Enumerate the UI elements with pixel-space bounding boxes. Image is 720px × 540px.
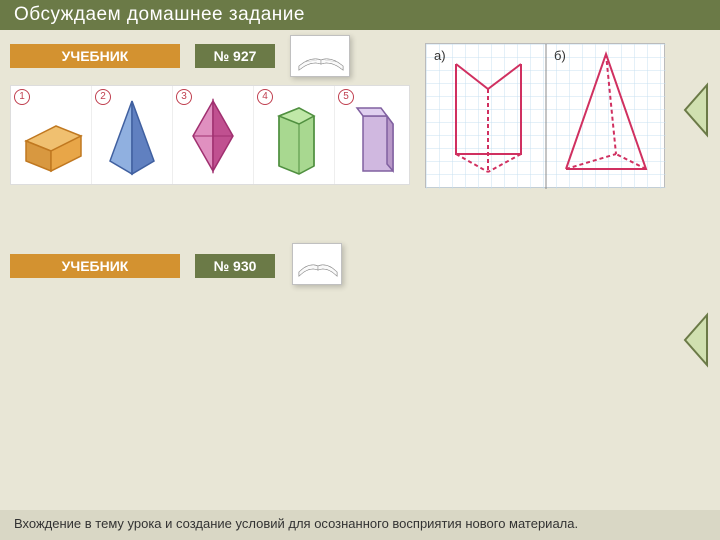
textbook-tag-2: УЧЕБНИК bbox=[10, 254, 180, 278]
grid-label-b: б) bbox=[554, 48, 566, 63]
grid-panel: а) б) bbox=[425, 43, 665, 188]
shape-cell-1: 1 bbox=[11, 86, 92, 184]
number-tag-1: № 927 bbox=[195, 44, 275, 68]
nav-arrow-1[interactable] bbox=[677, 80, 712, 145]
slide-footer: Вхождение в тему урока и создание услови… bbox=[0, 510, 720, 540]
slide-header: Обсуждаем домашнее задание bbox=[0, 0, 720, 30]
book-icon-2 bbox=[292, 243, 342, 285]
header-title: Обсуждаем домашнее задание bbox=[14, 4, 305, 25]
shape-cell-3: 3 bbox=[173, 86, 254, 184]
nav-arrow-2[interactable] bbox=[677, 310, 712, 375]
number-tag-2: № 930 bbox=[195, 254, 275, 278]
shape-cell-2: 2 bbox=[92, 86, 173, 184]
shape-cell-5: 5 bbox=[335, 86, 415, 184]
slide-content: УЧЕБНИК № 927 1 2 bbox=[0, 30, 720, 510]
grid-label-a: а) bbox=[434, 48, 446, 63]
book-icon-1 bbox=[290, 35, 350, 77]
shape-cell-4: 4 bbox=[254, 86, 335, 184]
textbook-tag-1: УЧЕБНИК bbox=[10, 44, 180, 68]
shapes-row: 1 2 3 4 bbox=[10, 85, 410, 185]
footer-text: Вхождение в тему урока и создание услови… bbox=[14, 516, 578, 531]
